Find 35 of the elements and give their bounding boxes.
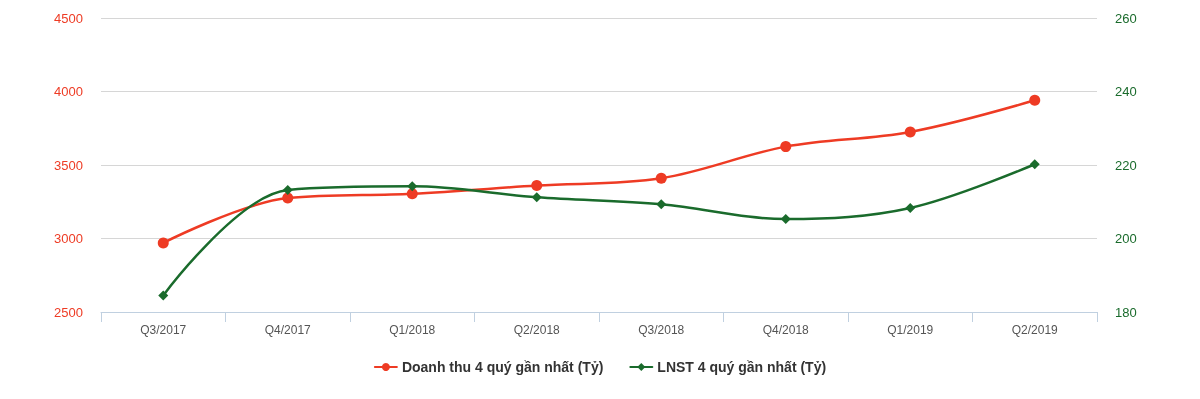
point — [282, 192, 294, 204]
point — [656, 199, 667, 210]
y2-tick-label: 260 — [1115, 10, 1137, 26]
y-tick-label: 3000 — [54, 231, 83, 246]
x-tick-label: Q1/2019 — [887, 323, 934, 337]
point — [407, 181, 418, 192]
point — [282, 184, 293, 195]
point — [157, 237, 169, 249]
x-tick-label: Q1/2018 — [389, 323, 436, 337]
point — [531, 192, 542, 203]
point — [1029, 94, 1041, 106]
x-tick-label: Q2/2018 — [513, 323, 561, 337]
point — [780, 141, 792, 153]
y2-tick-label: 180 — [1115, 304, 1137, 320]
y-tick-label: 2500 — [54, 304, 83, 320]
point — [780, 214, 791, 225]
legend-label: LNST 4 quý gần nhất (Tỷ) — [657, 359, 827, 375]
x-tick-label: Q3/2017 — [140, 323, 187, 337]
y-tick-label: 4000 — [54, 84, 83, 99]
y-tick-label: 4500 — [54, 10, 83, 26]
y2-tick-label: 240 — [1115, 84, 1137, 99]
point — [158, 290, 169, 301]
point — [905, 203, 916, 213]
point — [904, 126, 916, 138]
y-tick-label: 3500 — [54, 157, 83, 173]
legend-label: Doanh thu 4 quý gần nhất (Tỷ) — [401, 359, 604, 375]
x-tick-label: Q4/2018 — [762, 323, 810, 337]
x-tick-label: Q2/2019 — [1011, 323, 1059, 337]
point — [531, 180, 543, 192]
y2-tick-label: 220 — [1115, 157, 1137, 173]
x-tick-label: Q4/2017 — [264, 323, 312, 337]
y2-tick-label: 200 — [1115, 231, 1137, 246]
point — [1029, 159, 1040, 170]
x-tick-label: Q3/2018 — [638, 323, 685, 337]
point — [655, 172, 667, 184]
